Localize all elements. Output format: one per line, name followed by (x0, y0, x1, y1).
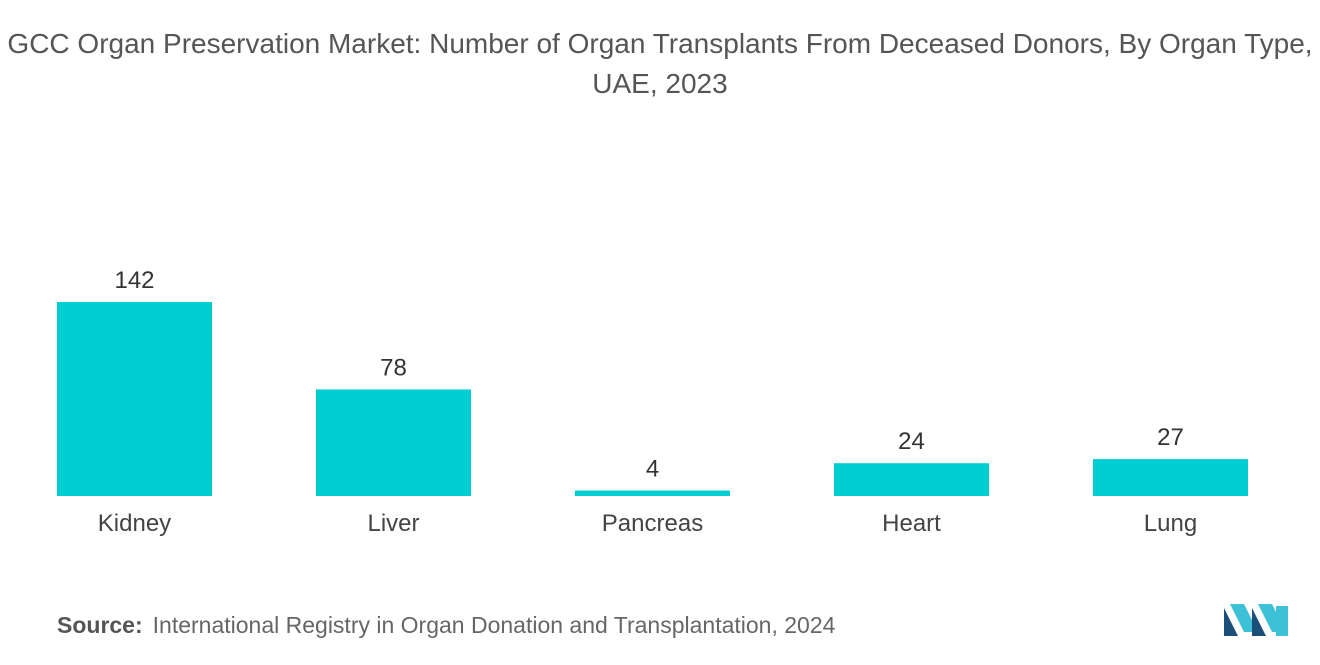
x-tick-label-liver: Liver (367, 510, 419, 537)
x-tick-label-lung: Lung (1144, 510, 1197, 537)
source-text: International Registry in Organ Donation… (152, 612, 836, 638)
bar-pancreas (575, 490, 730, 496)
bar-heart (834, 463, 989, 496)
source-label: Source: (57, 612, 143, 638)
bar-lung (1093, 459, 1248, 496)
bar-chart: 142 Kidney 78 Liver 4 Pancreas 24 Heart 27 Lung (57, 267, 1248, 537)
data-label-lung: 27 (1157, 424, 1184, 451)
chart-title: GCC Organ Preservation Market: Number of… (7, 28, 1313, 99)
bar-kidney (57, 302, 212, 496)
data-label-pancreas: 4 (646, 456, 659, 483)
x-tick-label-heart: Heart (882, 510, 941, 537)
source-note: Source: International Registry in Organ D… (57, 612, 835, 639)
data-label-liver: 78 (380, 354, 407, 381)
mordor-intelligence-logo-icon (1224, 604, 1288, 636)
bar-liver (316, 389, 471, 496)
data-label-heart: 24 (898, 428, 925, 455)
x-tick-label-pancreas: Pancreas (602, 510, 703, 537)
x-tick-label-kidney: Kidney (98, 510, 171, 537)
data-label-kidney: 142 (114, 267, 154, 294)
